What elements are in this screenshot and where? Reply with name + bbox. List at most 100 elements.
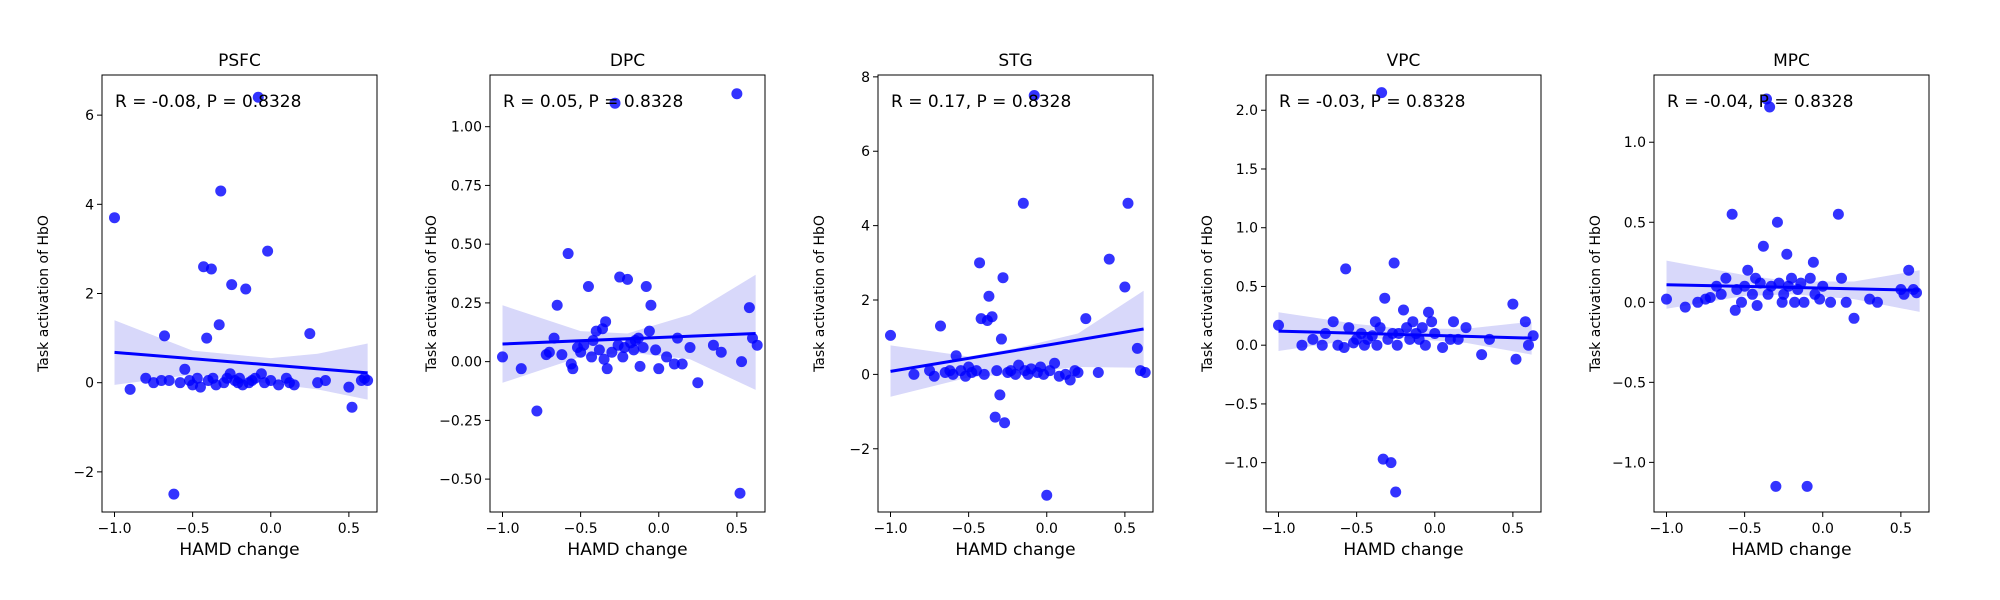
correlation-annotation: R = -0.03, P = 0.8328 [1279, 92, 1465, 112]
data-point [273, 379, 285, 391]
data-point [155, 374, 167, 386]
x-tick-label: −1.0 [1262, 521, 1296, 537]
axes-frame [489, 74, 766, 513]
data-point [1437, 342, 1449, 354]
subplot-mpc: −1.0 −0.5 0.0 0.5 −1.0 −0.5 0.0 0.5 1.0 MPC R = -0… [1588, 51, 1930, 560]
data-point [1729, 304, 1741, 316]
y-tick-label: 0.00 [451, 355, 482, 371]
data-point [1836, 272, 1847, 284]
y-tick-label: 0 [861, 367, 870, 383]
data-point [598, 353, 610, 365]
y-tick-label: 0.25 [451, 296, 482, 312]
x-tick-label: 0.5 [1502, 521, 1524, 537]
y-tick-label: −1.0 [1612, 455, 1646, 471]
data-point [1371, 339, 1383, 351]
data-point [736, 356, 748, 368]
data-point [1771, 216, 1783, 228]
data-point [497, 351, 508, 363]
data-point [1307, 333, 1319, 345]
data-point [1898, 288, 1910, 300]
data-point [551, 299, 563, 311]
data-point [1770, 480, 1782, 492]
x-tick-label: −1.0 [874, 521, 908, 537]
data-point [1840, 296, 1852, 308]
y-tick-label: 0.75 [451, 178, 482, 194]
data-point [1711, 280, 1722, 292]
y-tick-label: 1.5 [1236, 162, 1258, 178]
y-tick-label: −1.0 [1224, 456, 1258, 472]
data-point [1720, 272, 1732, 284]
data-point [1338, 342, 1350, 354]
data-point [1736, 296, 1747, 308]
y-tick-label: −2 [73, 465, 94, 481]
data-point [1448, 316, 1459, 328]
y-tick-label: 0.0 [1236, 338, 1258, 354]
y-axis-label: Task activation of HbO [812, 215, 828, 373]
data-point [676, 358, 688, 370]
x-tick-label: 0.5 [726, 521, 748, 537]
y-axis-label: Task activation of HbO [36, 215, 52, 373]
data-point [600, 316, 612, 328]
data-point [628, 344, 640, 356]
data-point [1507, 298, 1519, 310]
data-point [1423, 306, 1434, 318]
data-point [1848, 312, 1860, 324]
data-point [1460, 322, 1472, 334]
x-tick-label: 0.0 [1036, 521, 1058, 537]
axes-frame [1265, 74, 1542, 513]
data-point [255, 368, 267, 380]
data-point [1757, 240, 1769, 252]
data-point [1871, 296, 1883, 308]
data-point [994, 389, 1006, 401]
data-point [645, 299, 657, 311]
data-point [1064, 374, 1076, 386]
data-point [668, 358, 680, 370]
data-point [124, 383, 136, 395]
y-tick-label: 0.50 [451, 237, 482, 253]
data-point [1444, 333, 1456, 345]
data-point [191, 372, 203, 384]
data-point [548, 332, 560, 344]
data-point [997, 272, 1009, 284]
data-point [609, 97, 621, 109]
data-point [1742, 264, 1754, 276]
data-point [1139, 367, 1151, 379]
data-point [1661, 293, 1672, 305]
x-tick-label: −0.5 [1728, 521, 1762, 537]
x-tick-label: −1.0 [98, 521, 132, 537]
data-point [1795, 277, 1807, 289]
data-point [1393, 327, 1405, 339]
data-point [1519, 316, 1531, 328]
data-point [928, 370, 940, 382]
regression-line [890, 327, 1144, 373]
data-point [1092, 367, 1104, 379]
data-point [1807, 256, 1819, 268]
subplot-title: PSFC [218, 51, 261, 71]
y-tick-label: 2 [861, 293, 870, 309]
y-axis-label: Task activation of HbO [424, 215, 440, 373]
data-point [543, 346, 555, 358]
data-point [1778, 288, 1790, 300]
data-point [1316, 339, 1328, 351]
data-point [1679, 301, 1691, 313]
data-point [1426, 316, 1438, 328]
data-point [1527, 330, 1539, 342]
subplot-title: MPC [1773, 51, 1810, 71]
data-point [617, 351, 629, 363]
data-point [1374, 322, 1386, 334]
data-point [978, 368, 990, 380]
x-tick-label: −0.5 [1340, 521, 1374, 537]
data-point [1483, 333, 1495, 345]
y-tick-label: 0.5 [1236, 279, 1258, 295]
y-tick-label: 1.00 [451, 120, 482, 136]
data-point [1754, 277, 1766, 289]
data-point [989, 411, 1001, 423]
y-tick-label: 2 [85, 287, 94, 303]
axes-frame [101, 74, 378, 513]
data-point [1407, 316, 1419, 328]
data-point [1911, 287, 1922, 299]
axes-frame [1653, 74, 1930, 513]
y-tick-label: 0.5 [1624, 215, 1646, 231]
data-point [109, 212, 120, 224]
data-point [168, 488, 180, 500]
